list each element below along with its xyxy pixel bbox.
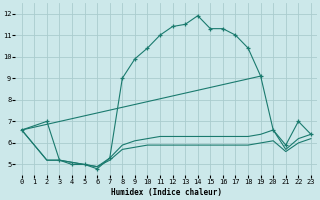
X-axis label: Humidex (Indice chaleur): Humidex (Indice chaleur) bbox=[111, 188, 222, 197]
